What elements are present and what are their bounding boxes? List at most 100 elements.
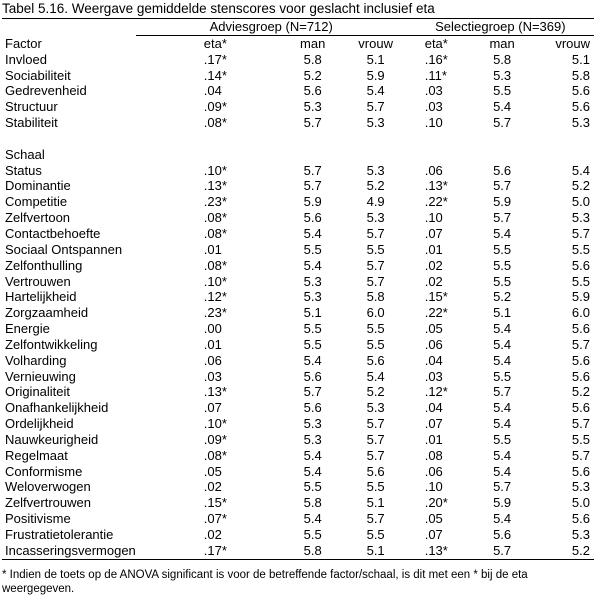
row-label: Conformisme (5, 463, 83, 479)
vrouw-advies: 5.1 (366, 495, 385, 511)
eta-selectie: .10 (424, 210, 443, 226)
vrouw-advies: 5.7 (366, 257, 385, 273)
man-selectie: 5.7 (493, 178, 512, 194)
vrouw-selectie: 5.6 (571, 511, 590, 527)
vrouw-selectie: 5.3 (571, 210, 590, 226)
eta-selectie: .16* (424, 51, 448, 67)
eta-selectie: .22* (424, 194, 448, 210)
eta-selectie: .07 (424, 527, 443, 542)
eta-selectie: .03 (424, 83, 443, 99)
man-advies: 5.4 (303, 257, 322, 273)
man-selectie: 5.7 (493, 115, 512, 131)
vrouw-advies: 5.3 (366, 115, 385, 131)
table-row: Vernieuwing .03 5.6 5.4 .03 5.5 5.6 (2, 369, 594, 385)
row-label: Structuur (5, 99, 58, 115)
row-label: Sociaal Ontspannen (5, 241, 123, 257)
vrouw-selectie: 5.4 (571, 162, 590, 178)
man-selectie: 5.9 (493, 194, 512, 210)
eta-advies: .13* (203, 178, 227, 194)
man-selectie: 5.5 (493, 273, 512, 289)
man-advies: 5.3 (303, 99, 322, 115)
row-label: Dominantie (5, 178, 71, 194)
vrouw-advies: 5.4 (366, 368, 385, 384)
eta-advies: .08* (203, 447, 227, 463)
eta-selectie: .05 (424, 321, 443, 337)
man-selectie: 5.4 (493, 352, 512, 368)
vrouw-advies: 5.3 (366, 162, 385, 178)
eta-advies: .09* (203, 99, 227, 115)
eta-selectie: .08 (424, 447, 443, 463)
schaal-label-row: Schaal (2, 147, 594, 163)
vrouw-advies: 5.7 (366, 273, 385, 289)
man-advies: 5.3 (303, 273, 322, 289)
row-label: Energie (5, 321, 50, 337)
row-label: Onafhankelijkheid (5, 400, 109, 416)
row-label: Frustratietolerantie (5, 527, 114, 542)
row-label: Zelfontwikkeling (5, 336, 98, 352)
row-label: Regelmaat (5, 447, 68, 463)
vrouw-advies: 5.7 (366, 99, 385, 115)
man-selectie: 5.5 (493, 257, 512, 273)
vrouw-advies: 5.1 (344, 542, 407, 560)
vrouw-selectie: 5.3 (571, 479, 590, 495)
man-advies: 5.4 (303, 225, 322, 241)
eta-advies: .01 (203, 241, 222, 257)
vrouw-selectie: 5.6 (571, 257, 590, 273)
eta-advies: .02 (203, 527, 222, 542)
vrouw-advies: 5.3 (366, 210, 385, 226)
row-label: Invloed (5, 51, 47, 67)
table-row: Positivisme .07* 5.4 5.7 .05 5.4 5.6 (2, 511, 594, 527)
row-label: Zelfonthulling (5, 257, 83, 273)
col-vrouw-selectie: vrouw (555, 35, 590, 51)
vrouw-advies: 5.7 (366, 447, 385, 463)
eta-selectie: .01 (424, 431, 443, 447)
row-label: Originaliteit (5, 384, 71, 400)
col-eta-advies: eta* (203, 35, 227, 51)
vrouw-advies: 5.2 (366, 384, 385, 400)
eta-selectie: .15* (424, 289, 448, 305)
man-selectie: 5.4 (493, 225, 512, 241)
eta-advies: .23* (203, 194, 227, 210)
column-header-row: Factor eta* man vrouw eta* man vrouw (2, 35, 594, 51)
row-label: Weloverwogen (5, 479, 91, 495)
eta-advies: .08* (203, 257, 227, 273)
man-selectie: 5.3 (493, 67, 512, 83)
table-row: Conformisme .05 5.4 5.6 .06 5.4 5.6 (2, 464, 594, 480)
man-selectie: 5.4 (493, 511, 512, 527)
vrouw-selectie: 5.3 (571, 527, 590, 542)
vrouw-advies: 5.1 (366, 51, 385, 67)
eta-selectie: .05 (424, 511, 443, 527)
vrouw-selectie: 5.6 (571, 83, 590, 99)
man-selectie: 5.7 (493, 210, 512, 226)
man-selectie: 5.8 (493, 51, 512, 67)
row-label: Vertrouwen (5, 273, 71, 289)
man-selectie: 5.4 (493, 463, 512, 479)
man-selectie: 5.4 (493, 321, 512, 337)
eta-advies: .08* (203, 225, 227, 241)
man-advies: 5.5 (303, 527, 322, 542)
vrouw-advies: 5.6 (366, 463, 385, 479)
eta-advies: .00 (203, 321, 222, 337)
man-selectie: 5.5 (493, 241, 512, 257)
eta-advies: .10* (203, 273, 227, 289)
row-label: Volharding (5, 352, 67, 368)
table-row: Volharding .06 5.4 5.6 .04 5.4 5.6 (2, 353, 594, 369)
table-row: Vertrouwen .10* 5.3 5.7 .02 5.5 5.5 (2, 274, 594, 290)
table-row: Gedrevenheid .04 5.6 5.4 .03 5.5 5.6 (2, 83, 594, 99)
vrouw-selectie: 6.0 (571, 305, 590, 321)
man-selectie: 5.4 (493, 400, 512, 416)
vrouw-advies: 6.0 (366, 305, 385, 321)
vrouw-selectie: 5.6 (571, 352, 590, 368)
row-label: Zorgzaamheid (5, 305, 89, 321)
man-advies: 5.7 (303, 162, 322, 178)
vrouw-advies: 5.5 (366, 321, 385, 337)
man-selectie: 5.4 (493, 416, 512, 432)
eta-advies: .15* (203, 495, 227, 511)
table-row: Sociabiliteit .14* 5.2 5.9 .11* 5.3 5.8 (2, 68, 594, 84)
group-header-row: Adviesgroep (N=712) Selectiegroep (N=369… (2, 18, 594, 36)
group-advies: Adviesgroep (N=712) (135, 18, 407, 36)
man-advies: 5.6 (303, 210, 322, 226)
schaal-label: Schaal (5, 146, 45, 162)
footnote: * Indien de toets op de ANOVA significan… (2, 569, 528, 595)
eta-selectie: .04 (424, 400, 443, 416)
